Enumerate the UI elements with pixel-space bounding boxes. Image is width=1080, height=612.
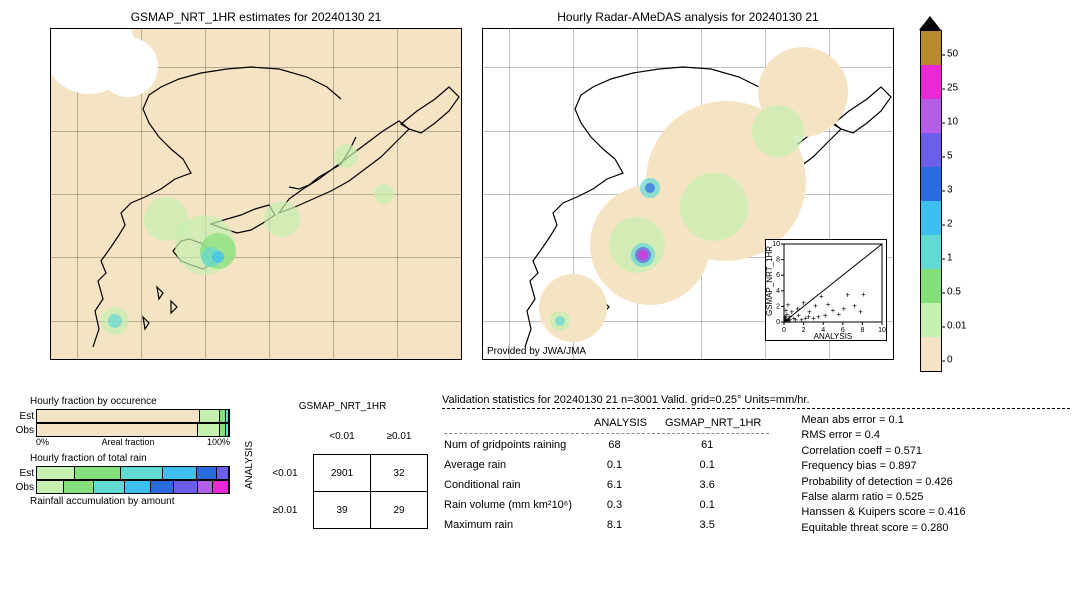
contingency-block: ANALYSIS GSMAP_NRT_1HR <0.01≥0.01<0.0129… <box>244 394 428 536</box>
stacked-bar <box>36 480 230 494</box>
attribution-text: Provided by JWA/JMA <box>487 346 586 357</box>
colorbar-arrow-icon <box>919 16 941 30</box>
stacked-bar <box>36 423 230 437</box>
svg-text:+: + <box>823 311 828 320</box>
bar-row-label: Obs <box>10 482 34 493</box>
inset-scatter: 00224466881010++++++++++++++++++++++++++… <box>765 239 887 341</box>
svg-text:+: + <box>786 301 791 310</box>
metric-row: Frequency bias = 0.897 <box>801 459 965 474</box>
svg-text:0: 0 <box>776 319 780 326</box>
metric-row: Hanssen & Kuipers score = 0.416 <box>801 505 965 520</box>
precip-patch <box>645 183 655 193</box>
precip-patch <box>555 316 565 326</box>
occ-axis-max: 100% <box>207 437 230 447</box>
totalrain-footer: Rainfall accumulation by amount <box>30 496 230 507</box>
svg-text:+: + <box>852 302 857 311</box>
svg-text:4: 4 <box>776 288 780 295</box>
svg-text:8: 8 <box>860 327 864 334</box>
colorbar-tick: 1 <box>947 253 953 264</box>
bar-row-label: Obs <box>10 425 34 436</box>
svg-text:8: 8 <box>776 257 780 264</box>
metric-row: RMS error = 0.4 <box>801 428 965 443</box>
svg-text:GSMAP_NRT_1HR: GSMAP_NRT_1HR <box>766 246 774 316</box>
metric-row: Mean abs error = 0.1 <box>801 413 965 428</box>
occurrence-title: Hourly fraction by occurence <box>30 396 230 407</box>
svg-text:+: + <box>858 308 863 317</box>
left-map-title: GSMAP_NRT_1HR estimates for 20240130 21 <box>50 10 462 24</box>
occ-axis-min: 0% <box>36 437 49 447</box>
svg-text:ANALYSIS: ANALYSIS <box>814 332 853 340</box>
stacked-bar <box>36 466 230 480</box>
metric-row: False alarm ratio = 0.525 <box>801 490 965 505</box>
right-map-panel: Hourly Radar-AMeDAS analysis for 2024013… <box>482 10 894 360</box>
precip-patch <box>374 184 394 204</box>
svg-text:+: + <box>831 306 836 315</box>
contingency-table: <0.01≥0.01<0.01290132≥0.013929 <box>257 418 428 529</box>
left-map: 25°N30°N35°N40°N45°N120°E125°E130°E135°E… <box>50 28 462 360</box>
svg-text:+: + <box>861 290 866 299</box>
precip-patch <box>98 37 158 97</box>
svg-text:+: + <box>816 312 821 321</box>
precip-patch <box>334 144 358 168</box>
colorbar-tick: 0 <box>947 355 953 366</box>
colorbar-tick: 0.5 <box>947 287 961 298</box>
svg-text:0: 0 <box>782 327 786 334</box>
bar-row-label: Est <box>10 411 34 422</box>
precip-patch <box>264 201 300 237</box>
precip-patch <box>680 173 748 241</box>
occ-axis-label: Areal fraction <box>101 437 154 447</box>
validation-block: Validation statistics for 20240130 21 n=… <box>442 394 1070 536</box>
right-map: Provided by JWA/JMA 00224466881010++++++… <box>482 28 894 360</box>
colorbar-tick: 50 <box>947 49 958 60</box>
metric-row: Probability of detection = 0.426 <box>801 475 965 490</box>
validation-table: ANALYSISGSMAP_NRT_1HRNum of gridpoints r… <box>442 413 771 536</box>
svg-text:6: 6 <box>776 272 780 279</box>
colorbar-tick: 2 <box>947 219 953 230</box>
totalrain-title: Hourly fraction of total rain <box>30 453 230 464</box>
contingency-row-title: ANALYSIS <box>244 441 255 489</box>
bar-row-label: Est <box>10 468 34 479</box>
stacked-bars-block: Hourly fraction by occurence Est Obs 0% A… <box>10 394 230 536</box>
svg-text:2: 2 <box>776 303 780 310</box>
divider <box>442 408 1070 409</box>
svg-text:+: + <box>819 292 824 301</box>
svg-text:+: + <box>813 302 818 311</box>
metric-row: Correlation coeff = 0.571 <box>801 444 965 459</box>
colorbar-tick: 0.01 <box>947 321 966 332</box>
precip-patch <box>108 314 122 328</box>
svg-text:+: + <box>801 298 806 307</box>
svg-text:2: 2 <box>802 327 806 334</box>
right-map-title: Hourly Radar-AMeDAS analysis for 2024013… <box>482 10 894 24</box>
precip-patch <box>539 274 607 342</box>
colorbar-tick: 25 <box>947 83 958 94</box>
contingency-col-title: GSMAP_NRT_1HR <box>257 401 428 412</box>
precip-patch <box>212 251 224 263</box>
metric-row: Equitable threat score = 0.280 <box>801 521 965 536</box>
colorbar-tick: 5 <box>947 151 953 162</box>
stacked-bar <box>36 409 230 423</box>
svg-text:+: + <box>841 305 846 314</box>
precip-patch <box>752 105 804 157</box>
colorbar-tick: 3 <box>947 185 953 196</box>
left-map-panel: GSMAP_NRT_1HR estimates for 20240130 21 … <box>50 10 462 360</box>
validation-title: Validation statistics for 20240130 21 n=… <box>442 394 1070 406</box>
colorbar-container: 00.010.51235102550 <box>920 30 942 372</box>
colorbar: 00.010.51235102550 <box>920 30 942 372</box>
colorbar-tick: 10 <box>947 117 958 128</box>
svg-text:10: 10 <box>878 327 886 334</box>
svg-text:+: + <box>788 315 793 324</box>
validation-metrics: Mean abs error = 0.1RMS error = 0.4Corre… <box>801 413 965 536</box>
svg-text:+: + <box>845 291 850 300</box>
